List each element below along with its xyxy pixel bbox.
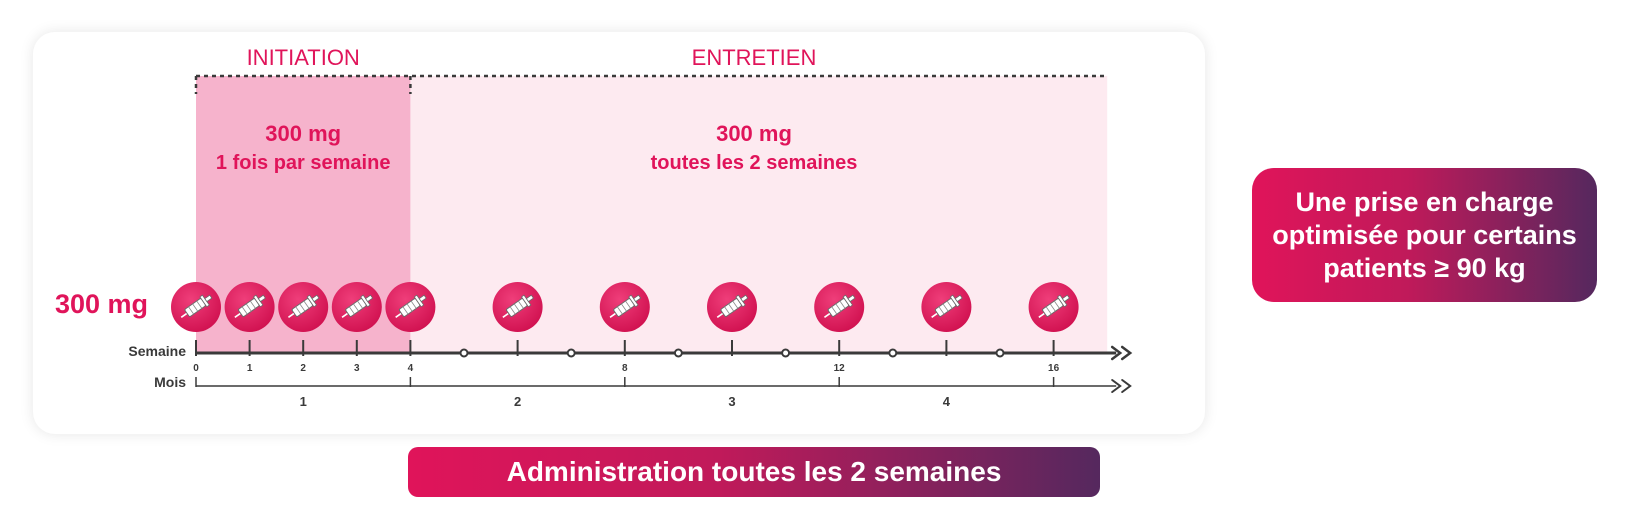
week-tick-label: 2 — [300, 363, 306, 374]
maintenance-dose-text: 300 mg — [716, 121, 792, 146]
syringe-icon — [1028, 282, 1079, 332]
injection-markers — [171, 282, 1079, 332]
month-label: 3 — [728, 394, 735, 409]
month-axis-arrow — [1111, 379, 1132, 393]
syringe-icon — [492, 282, 543, 332]
syringe-icon — [814, 282, 865, 332]
month-axis-label: Mois — [154, 374, 186, 390]
week-tick-label: 16 — [1048, 363, 1060, 374]
week-axis-label: Semaine — [128, 343, 186, 359]
patient-weight-box: Une prise en charge optimisée pour certa… — [1252, 168, 1597, 302]
syringe-icon — [385, 282, 436, 332]
week-tick-label: 3 — [354, 363, 360, 374]
initiation-frequency-text: 1 fois par semaine — [216, 152, 391, 174]
week-tick-label: 0 — [193, 363, 199, 374]
administration-banner: Administration toutes les 2 semaines — [408, 447, 1100, 497]
week-odd-markers — [459, 348, 1005, 358]
patient-box-line-3: patients ≥ 90 kg — [1323, 252, 1526, 283]
syringe-icon — [171, 282, 221, 332]
week-ticks — [195, 340, 1055, 356]
patient-box-text: Une prise en charge optimisée pour certa… — [1272, 186, 1577, 285]
week-tick-label: 8 — [622, 363, 628, 374]
maintenance-phase-title: ENTRETIEN — [692, 45, 817, 70]
syringe-icon — [278, 282, 329, 332]
week-tick-label: 4 — [408, 363, 414, 374]
week-tick-label: 1 — [247, 363, 253, 374]
week-odd-marker — [459, 348, 469, 358]
week-tick-label: 12 — [834, 363, 846, 374]
month-labels: 1 2 3 4 — [300, 394, 951, 409]
week-odd-marker — [995, 348, 1005, 358]
week-odd-marker — [888, 348, 898, 358]
month-label: 1 — [300, 394, 307, 409]
arrow-chevron — [1110, 345, 1123, 361]
initiation-phase-title: INITIATION — [247, 45, 360, 70]
syringe-icon — [921, 282, 972, 332]
week-axis-arrow — [1110, 345, 1133, 361]
syringe-icon — [224, 282, 275, 332]
patient-box-line-1: Une prise en charge — [1295, 186, 1554, 217]
arrow-chevron — [1120, 345, 1133, 361]
week-odd-marker — [673, 348, 683, 358]
initiation-dose-text: 300 mg — [265, 121, 341, 146]
month-ticks — [195, 377, 1055, 387]
month-label: 4 — [943, 394, 951, 409]
syringe-icon — [707, 282, 757, 332]
week-tick-labels: 0 1 2 3 4 8 12 16 — [193, 363, 1059, 374]
patient-box-line-2: optimisée pour certains — [1272, 219, 1577, 250]
arrow-chevron — [1121, 379, 1132, 393]
syringe-icon — [331, 282, 382, 332]
syringe-icon — [599, 282, 650, 332]
maintenance-frequency-text: toutes les 2 semaines — [651, 152, 858, 174]
week-odd-marker — [566, 348, 576, 358]
week-odd-marker — [781, 348, 791, 358]
month-label: 2 — [514, 394, 521, 409]
arrow-chevron — [1111, 379, 1122, 393]
dose-row-label: 300 mg — [55, 289, 148, 319]
